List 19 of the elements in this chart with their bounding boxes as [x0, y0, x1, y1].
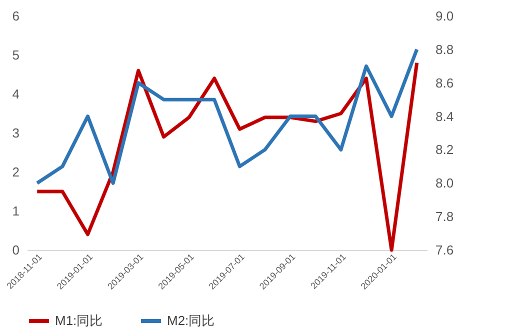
y2-tick-label: 7.6 [436, 242, 454, 258]
line-series [35, 48, 419, 185]
y-tick-label: 1 [12, 204, 20, 218]
y-tick-label: 6 [12, 8, 20, 24]
y-tick-label: 3 [12, 126, 20, 140]
line-series [35, 61, 419, 252]
y2-tick-label: 8.0 [436, 176, 454, 191]
y2-tick-label: 8.6 [436, 75, 454, 90]
y-tick-label: 2 [12, 164, 20, 180]
y-tick-label: 4 [12, 86, 20, 102]
y2-tick-label: 8.4 [436, 108, 454, 124]
y2-tick-label: 9.0 [436, 8, 454, 24]
legend-label: M1:同比 [55, 313, 103, 328]
legend-label: M2:同比 [167, 313, 215, 328]
y2-tick-label: 8.8 [436, 42, 454, 57]
y-tick-label: 0 [12, 242, 20, 258]
y-tick-label: 5 [12, 48, 20, 62]
y2-tick-label: 8.2 [436, 142, 454, 158]
y2-tick-label: 7.8 [436, 209, 454, 224]
